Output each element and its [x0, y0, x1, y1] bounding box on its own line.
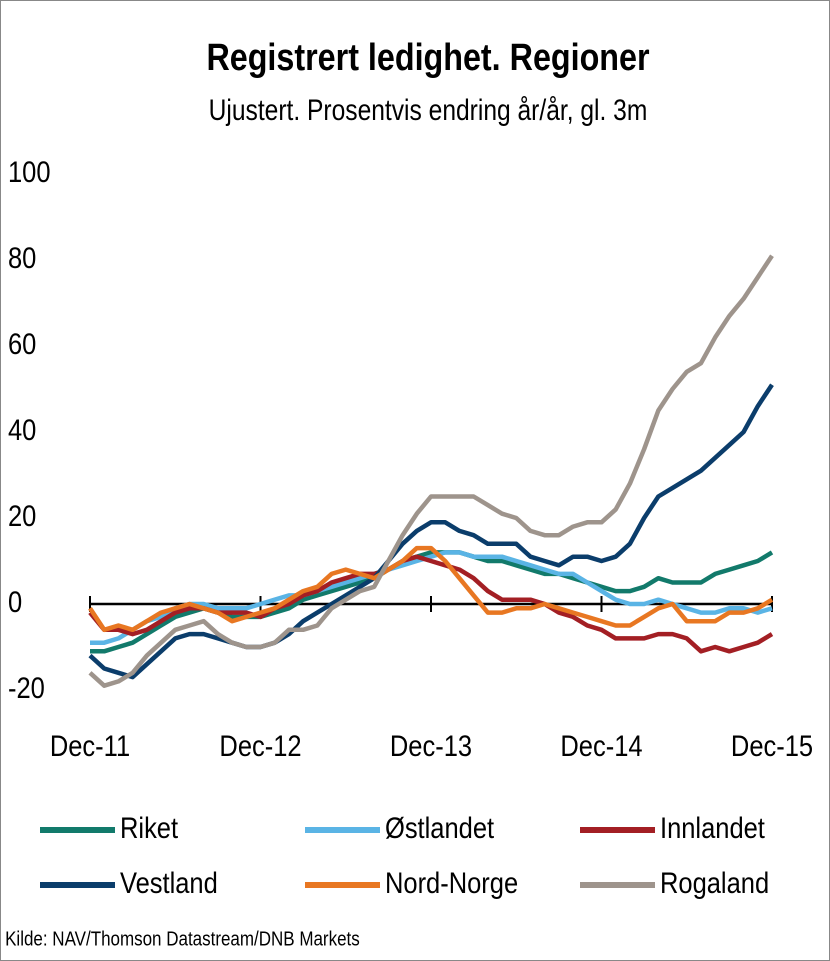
series-line [88, 383, 774, 680]
legend-label: Vestland [120, 866, 218, 899]
chart-title: Registrert ledighet. Regioner [206, 37, 649, 79]
x-tick-label: Dec-11 [50, 729, 130, 762]
legend-label: Riket [120, 811, 178, 844]
x-tick-label: Dec-13 [390, 729, 472, 762]
y-tick-label: 80 [8, 241, 36, 274]
series-line [88, 545, 774, 633]
legend-label: Nord-Norge [385, 866, 518, 899]
legend-label: Østlandet [385, 811, 494, 844]
y-tick-label: 40 [8, 413, 36, 446]
legend-label: Innlandet [660, 811, 765, 844]
x-tick-label: Dec-12 [219, 729, 301, 762]
source: Kilde: NAV/Thomson Datastream/DNB Market… [5, 927, 360, 950]
y-tick-label: -20 [8, 671, 45, 704]
legend-label: Rogaland [660, 866, 769, 899]
x-tick-label: Dec-14 [560, 729, 642, 762]
chart-subtitle: Ujustert. Prosentvis endring år/år, gl. … [209, 93, 648, 127]
series-line [88, 254, 774, 688]
x-tick-label: Dec-15 [731, 729, 813, 762]
y-tick-label: 0 [8, 585, 22, 618]
y-tick-label: 20 [8, 499, 36, 532]
y-tick-label: 60 [8, 327, 36, 360]
series-line [90, 550, 773, 645]
y-tick-label: 100 [8, 155, 51, 188]
